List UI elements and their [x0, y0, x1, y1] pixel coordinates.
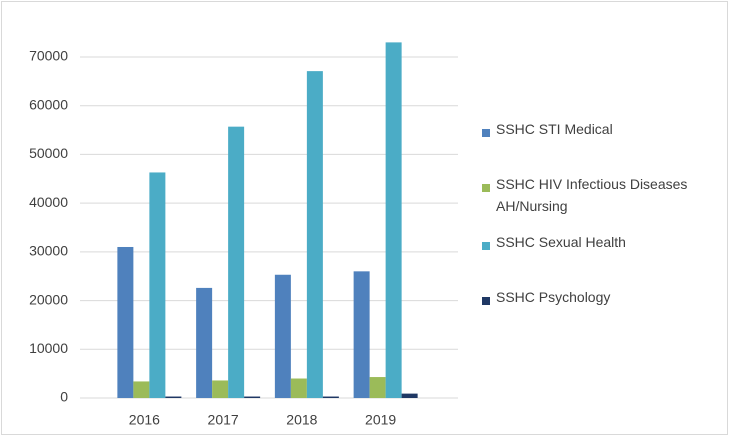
legend-item: SSHC STI Medical — [482, 121, 727, 140]
bar — [165, 396, 182, 398]
legend-item: SSHC Psychology — [482, 289, 727, 308]
bar — [133, 381, 150, 398]
legend-label: SSHC STI Medical — [496, 121, 613, 137]
bar — [353, 271, 370, 398]
x-tick-label: 2016 — [129, 412, 160, 428]
bar — [306, 71, 323, 399]
x-tick-label: 2017 — [208, 412, 239, 428]
y-tick-label: 0 — [60, 389, 68, 405]
bar — [369, 377, 386, 398]
bar — [117, 246, 134, 398]
bar — [401, 393, 418, 398]
legend-item: SSHC Sexual Health — [482, 234, 727, 253]
bar — [322, 396, 339, 398]
legend-swatch — [482, 129, 490, 137]
bar — [244, 396, 261, 398]
legend-swatch — [482, 242, 490, 250]
legend-label: SSHC Sexual Health — [496, 234, 626, 250]
x-tick-label: 2018 — [286, 412, 317, 428]
bar — [274, 274, 291, 398]
legend-swatch — [482, 184, 490, 192]
bar — [212, 380, 229, 398]
y-tick-label: 20000 — [29, 291, 68, 307]
y-tick-label: 40000 — [29, 194, 68, 210]
bar — [149, 172, 166, 398]
bar — [385, 42, 402, 399]
legend-label: SSHC Psychology — [496, 289, 611, 305]
y-tick-label: 60000 — [29, 96, 68, 112]
bar — [196, 287, 213, 398]
y-tick-label: 30000 — [29, 243, 68, 259]
y-tick-label: 50000 — [29, 145, 68, 161]
bar — [290, 378, 307, 398]
y-tick-label: 70000 — [29, 48, 68, 64]
legend-label: SSHC HIV Infectious Diseases AH/Nursing — [496, 176, 688, 214]
legend-swatch — [482, 297, 490, 305]
x-tick-label: 2019 — [365, 412, 396, 428]
bar — [228, 126, 245, 398]
y-tick-label: 10000 — [29, 340, 68, 356]
legend-item: SSHC HIV Infectious Diseases AH/Nursing — [482, 176, 727, 217]
